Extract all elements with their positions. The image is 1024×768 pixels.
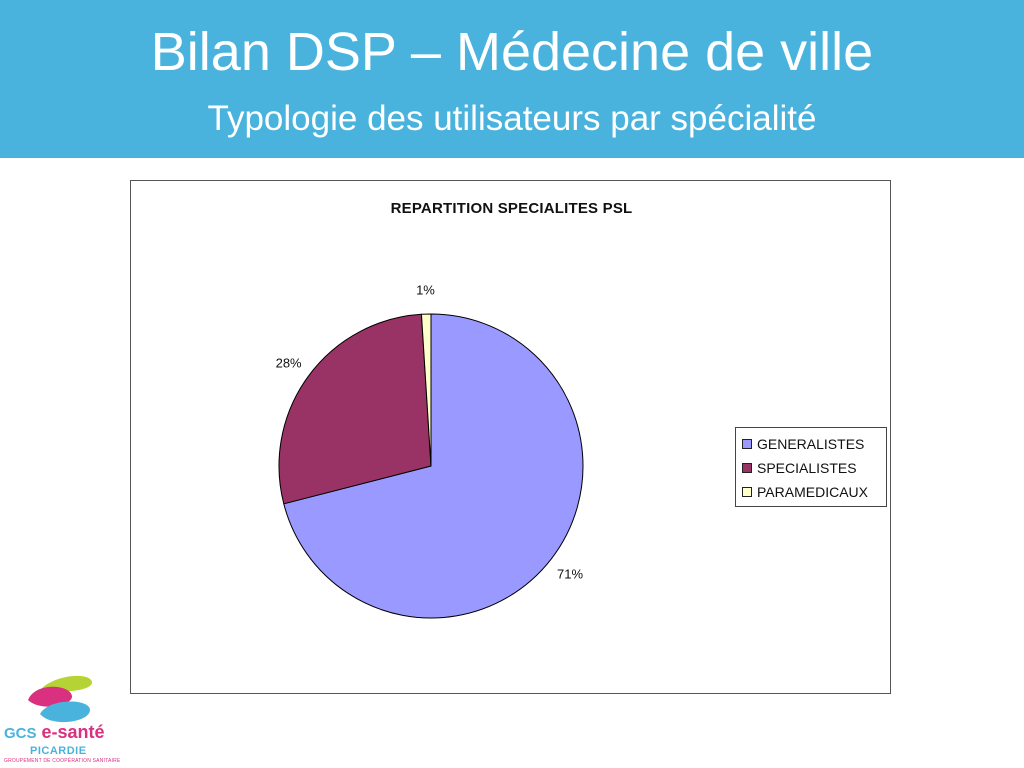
pie-slice-paramedicaux xyxy=(420,313,432,467)
page-title: Bilan DSP – Médecine de ville xyxy=(150,22,874,82)
chart-title: REPARTITION SPECIALITES PSL xyxy=(390,200,633,217)
header-banner: Bilan DSP – Médecine de ville Typologie … xyxy=(0,0,1024,158)
legend-item-specialistes: SPECIALISTES xyxy=(742,456,886,480)
legend-item-generalistes: GENERALISTES xyxy=(742,432,886,456)
data-label-paramedicaux: 1% xyxy=(416,282,435,298)
logo-name: e-santé xyxy=(41,722,105,742)
data-label-specialistes: 28% xyxy=(275,355,302,371)
page-subtitle: Typologie des utilisateurs par spécialit… xyxy=(207,99,817,138)
gcs-esante-logo xyxy=(28,675,93,723)
logo-region: PICARDIE xyxy=(30,745,87,757)
logo-blue-shape xyxy=(40,701,90,723)
data-label-generalistes: 71% xyxy=(557,566,584,582)
logo-prefix: GCS xyxy=(4,725,37,742)
logo-tagline: GROUPEMENT DE COOPÉRATION SANITAIRE xyxy=(4,758,121,764)
legend-swatch-paramedicaux xyxy=(742,487,752,497)
logo-wordmark: GCS e-santé xyxy=(4,722,105,743)
legend-item-paramedicaux: PARAMEDICAUX xyxy=(742,480,886,504)
legend-swatch-specialistes xyxy=(742,463,752,473)
legend-label-generalistes: GENERALISTES xyxy=(757,436,865,452)
legend-swatch-generalistes xyxy=(742,439,752,449)
pie-chart: REPARTITION SPECIALITES PSL 71% 28% 1% GEN… xyxy=(130,180,891,694)
logo-pink-shape xyxy=(28,686,73,707)
legend-label-specialistes: SPECIALISTES xyxy=(757,460,857,476)
pie-chart-canvas xyxy=(278,313,584,619)
chart-legend: GENERALISTES SPECIALISTES PARAMEDICAUX xyxy=(735,427,887,507)
legend-label-paramedicaux: PARAMEDICAUX xyxy=(757,484,868,500)
pie-slice-specialistes xyxy=(278,313,432,505)
pie-slice-generalistes xyxy=(283,313,584,619)
